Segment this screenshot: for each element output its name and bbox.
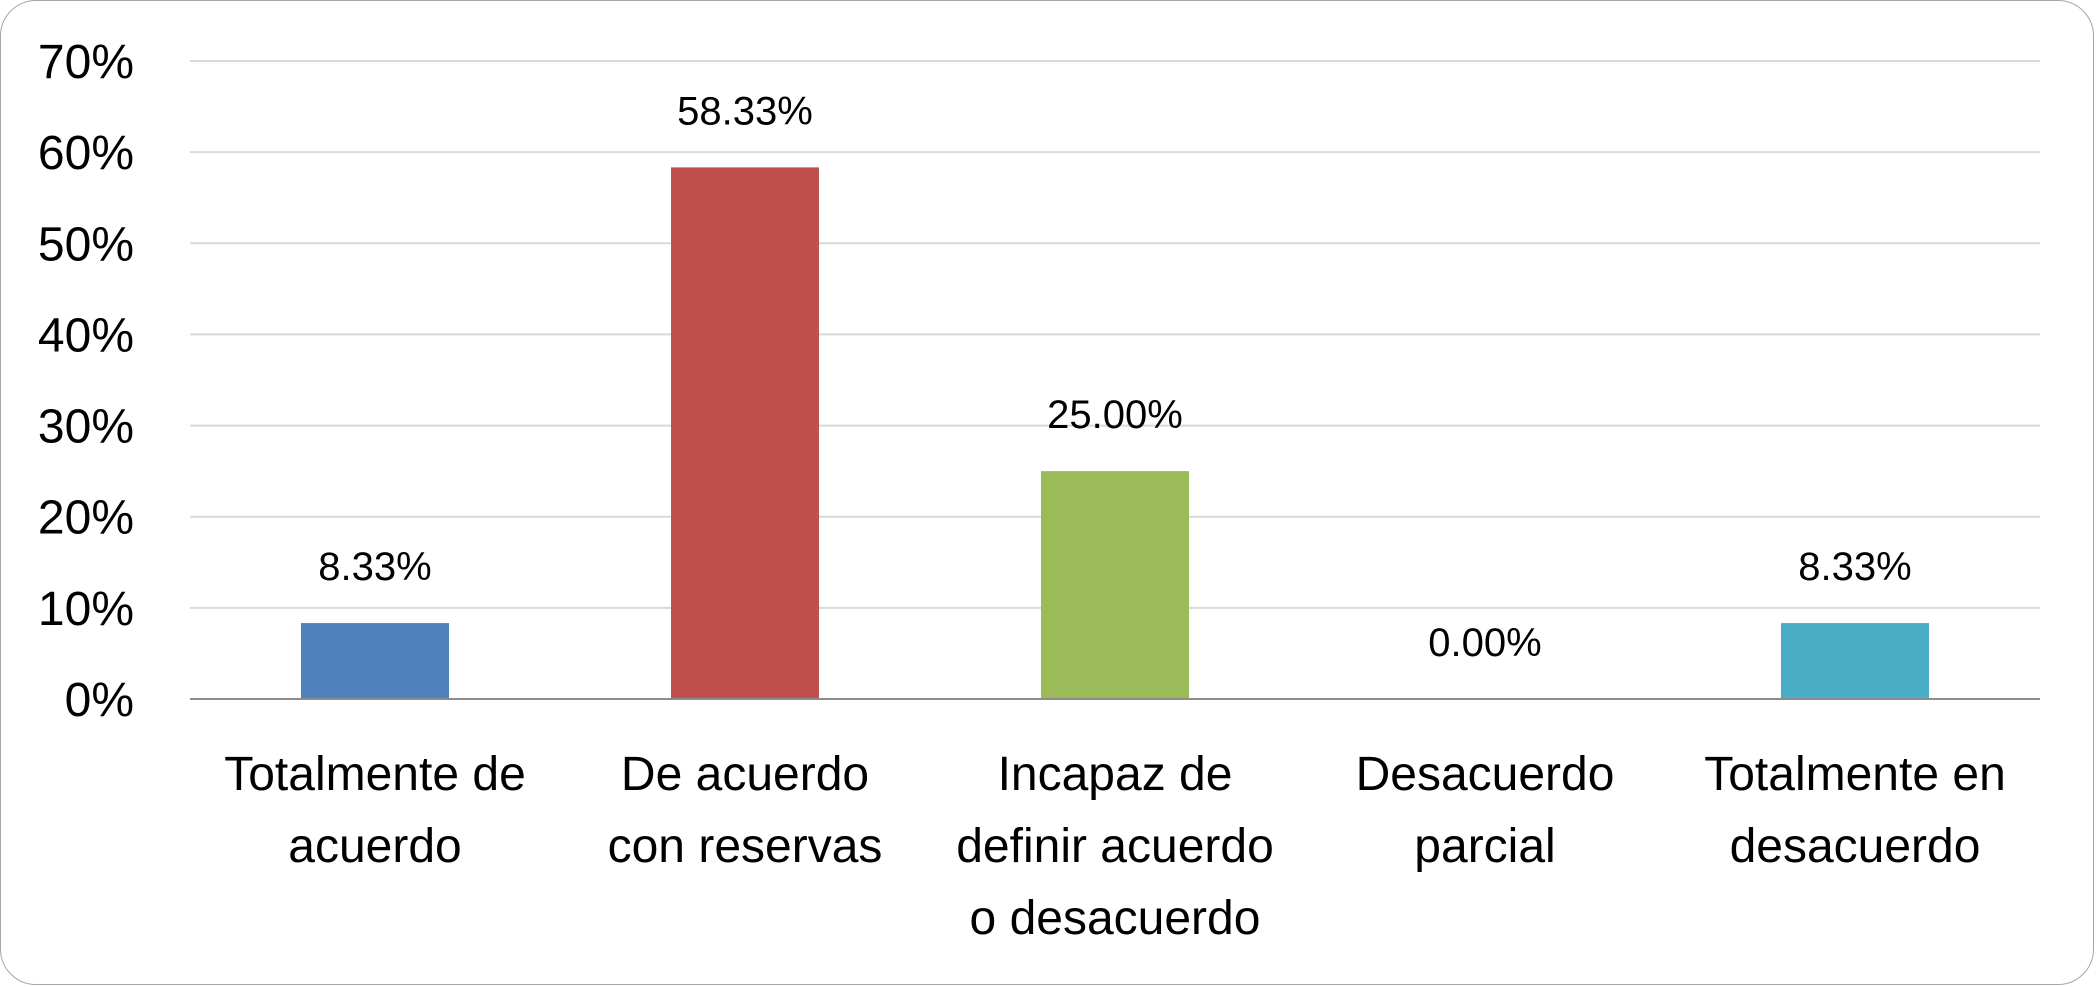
category-label: Totalmente en bbox=[1704, 748, 2006, 801]
category-label: Desacuerdo bbox=[1356, 748, 1615, 801]
bar bbox=[1041, 471, 1189, 699]
y-tick-label: 30% bbox=[38, 401, 134, 454]
category-label: desacuerdo bbox=[1730, 820, 1981, 873]
data-label: 25.00% bbox=[1047, 393, 1183, 437]
category-label: o desacuerdo bbox=[970, 892, 1261, 945]
data-label: 8.33% bbox=[318, 545, 431, 589]
bar bbox=[671, 167, 819, 699]
category-label: De acuerdo bbox=[621, 748, 869, 801]
y-tick-label: 0% bbox=[65, 674, 134, 727]
category-label: Totalmente de bbox=[224, 748, 526, 801]
data-label: 58.33% bbox=[677, 89, 813, 133]
data-label: 0.00% bbox=[1428, 621, 1541, 665]
bar bbox=[1781, 623, 1929, 699]
category-label: Incapaz de bbox=[998, 748, 1233, 801]
data-label: 8.33% bbox=[1798, 545, 1911, 589]
y-tick-label: 70% bbox=[38, 36, 134, 89]
y-axis-ticks: 0% 10% 20% 30% 40% 50% 60% 70% bbox=[38, 36, 134, 727]
data-labels: 8.33% 58.33% 25.00% 0.00% 8.33% bbox=[318, 89, 1911, 665]
y-tick-label: 20% bbox=[38, 492, 134, 545]
category-label: definir acuerdo bbox=[956, 820, 1274, 873]
y-tick-label: 50% bbox=[38, 218, 134, 271]
bars bbox=[301, 167, 1929, 699]
category-label: con reservas bbox=[608, 820, 883, 873]
y-tick-label: 10% bbox=[38, 583, 134, 636]
category-label: parcial bbox=[1414, 820, 1555, 873]
y-tick-label: 60% bbox=[38, 127, 134, 180]
y-tick-label: 40% bbox=[38, 309, 134, 362]
category-label: acuerdo bbox=[288, 820, 461, 873]
bar bbox=[301, 623, 449, 699]
gridlines bbox=[190, 60, 2040, 609]
x-axis-categories: Totalmente de acuerdo De acuerdo con reserv… bbox=[224, 748, 2006, 945]
